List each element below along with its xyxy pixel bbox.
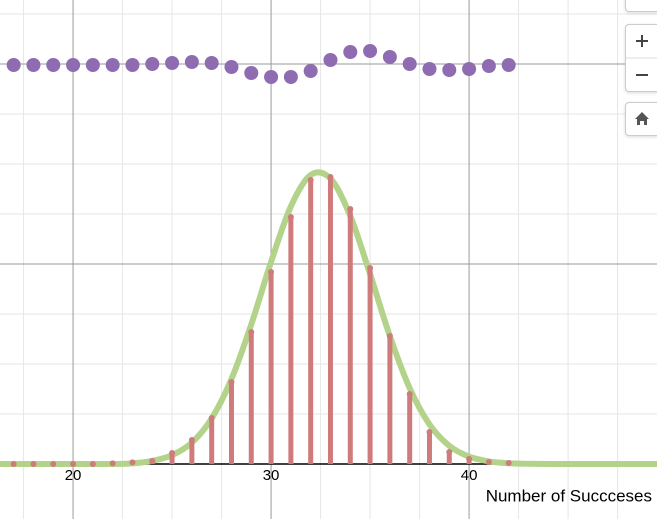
point xyxy=(6,58,21,72)
point xyxy=(264,70,279,84)
point xyxy=(343,45,358,59)
zoom-out[interactable] xyxy=(626,58,657,91)
point xyxy=(402,57,417,71)
bar-cap xyxy=(406,391,413,397)
bar-cap xyxy=(485,459,492,465)
bar-cap xyxy=(367,265,374,271)
point xyxy=(66,58,81,72)
bar-cap xyxy=(386,333,393,339)
bar-cap xyxy=(50,461,57,467)
bar-cap xyxy=(287,214,294,220)
point xyxy=(26,58,41,72)
x-tick-label: 30 xyxy=(263,467,280,484)
point xyxy=(283,70,298,84)
bar-cap xyxy=(307,177,314,183)
point xyxy=(145,57,160,71)
point xyxy=(184,55,199,69)
point xyxy=(224,60,239,74)
x-tick-label: 40 xyxy=(461,467,478,484)
point xyxy=(125,58,140,72)
bar-cap xyxy=(466,456,473,462)
bar-cap xyxy=(10,461,17,467)
bar-cap xyxy=(188,437,195,443)
bar-cap xyxy=(248,329,255,335)
point xyxy=(85,58,100,72)
zoom-controls xyxy=(625,24,657,92)
point xyxy=(501,58,516,72)
marks xyxy=(0,44,657,468)
settings-button[interactable] xyxy=(625,0,657,12)
bar-cap xyxy=(109,460,116,467)
bar-cap xyxy=(70,461,77,467)
bar-cap xyxy=(505,460,512,466)
bar-cap xyxy=(327,174,334,180)
zoom-icons xyxy=(626,25,657,91)
bar-cap xyxy=(268,269,275,275)
bar-cap xyxy=(347,206,354,212)
point xyxy=(105,58,120,72)
home-icon xyxy=(635,112,649,125)
point xyxy=(363,44,378,58)
point xyxy=(165,56,180,70)
point xyxy=(481,59,496,73)
bar-cap xyxy=(426,429,433,435)
point xyxy=(204,56,219,70)
bar-cap xyxy=(208,415,215,421)
bar-cap xyxy=(30,461,37,467)
point xyxy=(462,62,477,76)
bar-cap xyxy=(149,458,156,464)
point xyxy=(382,50,397,64)
x-tick-label: 20 xyxy=(65,467,82,484)
bar-cap xyxy=(446,449,453,455)
bar-cap xyxy=(89,461,96,467)
zoom-in[interactable] xyxy=(626,25,657,58)
point xyxy=(244,66,259,80)
point xyxy=(323,53,338,67)
point xyxy=(422,62,437,76)
bar-cap xyxy=(169,450,176,456)
bar-cap xyxy=(228,379,235,385)
point xyxy=(46,58,61,72)
point xyxy=(303,64,318,78)
point xyxy=(442,63,457,77)
bar-cap xyxy=(129,459,136,466)
x-axis-label: Number of Succceses xyxy=(486,486,652,505)
home-button[interactable] xyxy=(625,102,657,136)
